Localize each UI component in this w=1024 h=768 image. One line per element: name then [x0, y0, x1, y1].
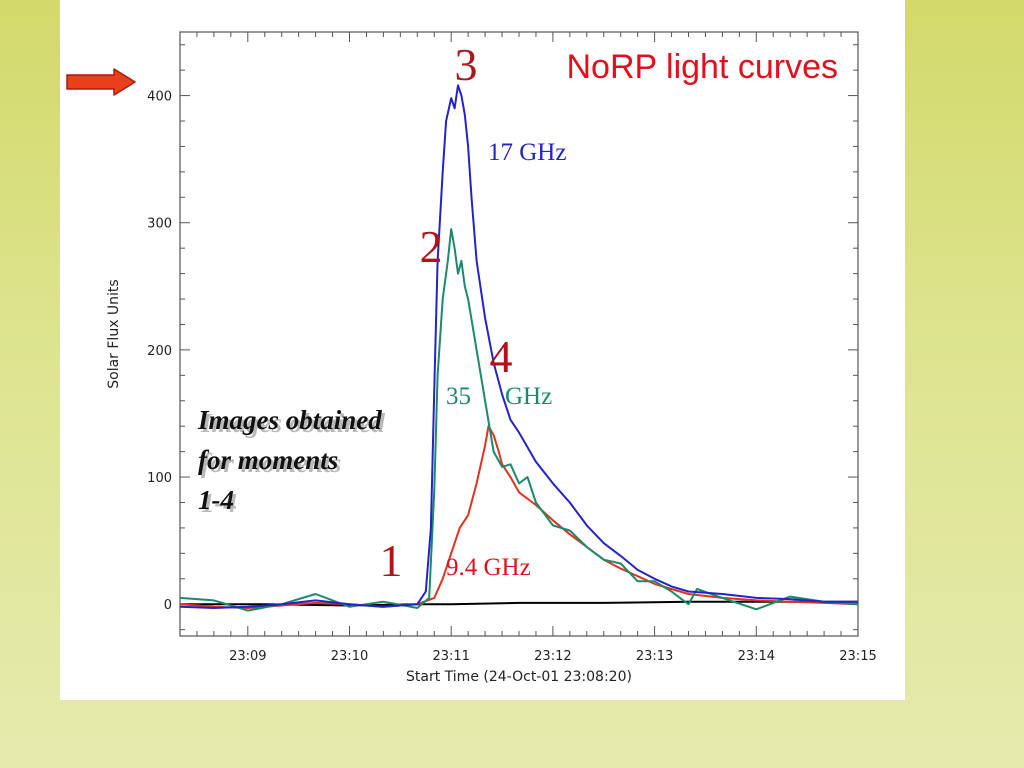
moment-1-label: 1	[380, 535, 403, 586]
x-tick-label: 23:13	[636, 649, 673, 664]
series-35-ghz	[179, 228, 859, 612]
plot-frame	[179, 31, 859, 637]
moment-4-label: 4	[490, 331, 513, 382]
moment-3-label: 3	[455, 39, 478, 90]
note-shadow-line-3: 1-4	[201, 488, 237, 518]
series-layer	[179, 84, 859, 612]
freq-35ghz-number: 35	[446, 383, 471, 410]
x-tick-label: 23:12	[534, 649, 571, 664]
note-line-1: Images obtained	[197, 405, 382, 435]
moment-2-label: 2	[420, 221, 443, 272]
freq-17ghz-label: 17 GHz	[488, 139, 566, 166]
freq-94ghz-label: 9.4 GHz	[446, 554, 531, 581]
x-tick-label: 23:09	[229, 649, 266, 664]
note-shadow-line-2: for moments	[201, 448, 341, 478]
note-line-2: for moments	[198, 445, 338, 475]
y-tick-label: 300	[147, 217, 172, 232]
x-tick-label: 23:10	[331, 649, 368, 664]
right-arrow-icon	[66, 68, 136, 96]
x-tick-label: 23:11	[432, 649, 469, 664]
chart-title: NoRP light curves	[567, 48, 839, 86]
note-line-3: 1-4	[198, 485, 234, 515]
y-tick-label: 400	[147, 90, 172, 105]
slide-panel: 0 100 200 300 400 23:09 23:10 23:11 23:12 23:13 23…	[60, 0, 905, 700]
y-tick-label: 200	[147, 344, 172, 359]
x-axis-title: Start Time (24-Oct-01 23:08:20)	[406, 669, 632, 685]
y-axis-title: Solar Flux Units	[106, 279, 122, 388]
y-tick-label: 100	[147, 471, 172, 486]
note-shadow-line-1: Images obtained	[200, 408, 385, 438]
x-tick-label: 23:14	[738, 649, 775, 664]
y-tick-label: 0	[164, 598, 172, 613]
series-17-ghz	[179, 84, 858, 609]
images-note: Images obtained Images obtained for mome…	[197, 405, 385, 518]
freq-35ghz-unit: GHz	[505, 383, 552, 410]
x-tick-label: 23:15	[839, 649, 876, 664]
